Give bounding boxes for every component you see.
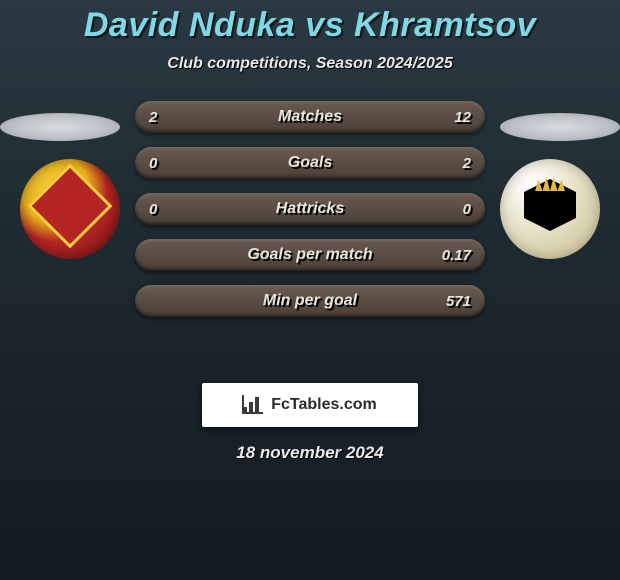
stat-right-value: 0 bbox=[449, 193, 485, 225]
stat-left-value: 0 bbox=[135, 147, 171, 179]
left-club-crest: АРСЕНАЛ bbox=[20, 159, 120, 259]
stat-row-hattricks: 0 Hattricks 0 bbox=[135, 193, 485, 225]
stat-right-value: 571 bbox=[432, 285, 485, 317]
footer-date: 18 november 2024 bbox=[0, 443, 620, 463]
page-subtitle: Club competitions, Season 2024/2025 bbox=[0, 55, 620, 73]
stat-label: Hattricks bbox=[276, 200, 344, 218]
brand-box: FcTables.com bbox=[202, 383, 418, 427]
page-title: David Nduka vs Khramtsov bbox=[0, 0, 620, 45]
stat-label: Goals per match bbox=[247, 246, 372, 264]
stat-row-goals-per-match: Goals per match 0.17 bbox=[135, 239, 485, 271]
stat-right-value: 2 bbox=[449, 147, 485, 179]
stat-label: Goals bbox=[288, 154, 332, 172]
stat-right-value: 12 bbox=[440, 101, 485, 133]
right-pedestal-ellipse bbox=[500, 113, 620, 141]
left-crest-text: АРСЕНАЛ bbox=[20, 189, 120, 201]
brand-chart-icon bbox=[243, 396, 265, 414]
comparison-content: АРСЕНАЛ 2 Matches 12 0 Goals 2 0 Hattric… bbox=[0, 101, 620, 361]
stat-right-value: 0.17 bbox=[428, 239, 485, 271]
stat-label: Matches bbox=[278, 108, 342, 126]
stat-left-value: 0 bbox=[135, 193, 171, 225]
right-club-crest bbox=[500, 159, 600, 259]
brand-text: FcTables.com bbox=[271, 396, 377, 414]
stat-label: Min per goal bbox=[263, 292, 357, 310]
stat-bars: 2 Matches 12 0 Goals 2 0 Hattricks 0 Goa… bbox=[135, 101, 485, 317]
stat-left-value bbox=[135, 239, 163, 271]
left-pedestal-ellipse bbox=[0, 113, 120, 141]
stat-row-matches: 2 Matches 12 bbox=[135, 101, 485, 133]
stat-row-min-per-goal: Min per goal 571 bbox=[135, 285, 485, 317]
stat-left-value: 2 bbox=[135, 101, 171, 133]
stat-row-goals: 0 Goals 2 bbox=[135, 147, 485, 179]
stat-left-value bbox=[135, 285, 163, 317]
